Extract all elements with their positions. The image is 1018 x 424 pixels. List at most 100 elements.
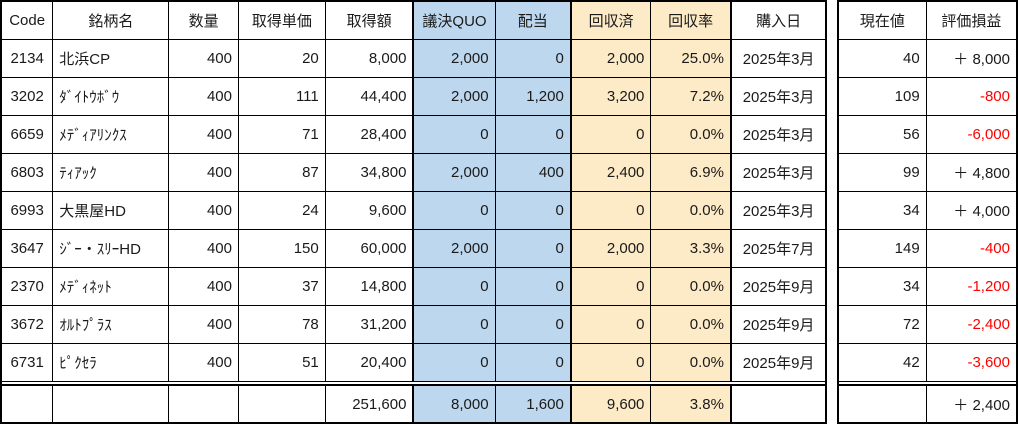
cell-quo[interactable]: 0 (412, 266, 496, 306)
cell-unit-price[interactable]: 150 (237, 228, 326, 268)
cell-purchase-date[interactable]: 2025年9月 (730, 304, 827, 344)
cell-quantity[interactable]: 400 (168, 304, 239, 344)
total-cell-recovery-rate[interactable]: 3.8% (650, 384, 732, 424)
cell-valuation-pl[interactable]: ＋ 8,000 (925, 38, 1018, 78)
cell-name[interactable]: ｵﾙﾄﾌﾟﾗｽ (52, 304, 170, 344)
cell-acquisition-amount[interactable]: 44,400 (324, 76, 414, 116)
cell-current-price[interactable]: 109 (837, 76, 927, 116)
cell-unit-price[interactable]: 111 (237, 76, 326, 116)
total-cell-current-price[interactable] (837, 384, 927, 424)
column-header-current-price[interactable]: 現在値 (837, 0, 927, 40)
cell-quantity[interactable]: 400 (168, 190, 239, 230)
cell-recovered[interactable]: 0 (569, 266, 652, 306)
cell-code[interactable]: 6993 (0, 190, 54, 230)
cell-quantity[interactable]: 400 (168, 114, 239, 154)
cell-current-price[interactable]: 34 (837, 266, 927, 306)
column-header-recovery-rate[interactable]: 回収率 (650, 0, 732, 40)
cell-valuation-pl[interactable]: -400 (925, 228, 1018, 268)
cell-code[interactable]: 2370 (0, 266, 54, 306)
column-header-purchase-date[interactable]: 購入日 (730, 0, 827, 40)
cell-quo[interactable]: 0 (412, 304, 496, 344)
cell-dividend[interactable]: 0 (494, 228, 572, 268)
cell-quo[interactable]: 2,000 (412, 76, 496, 116)
cell-current-price[interactable]: 72 (837, 304, 927, 344)
cell-acquisition-amount[interactable]: 9,600 (324, 190, 414, 230)
total-cell-name[interactable] (52, 384, 170, 424)
cell-code[interactable]: 6803 (0, 152, 54, 192)
cell-acquisition-amount[interactable]: 60,000 (324, 228, 414, 268)
cell-quo[interactable]: 0 (412, 114, 496, 154)
total-cell-dividend[interactable]: 1,600 (494, 384, 572, 424)
cell-dividend[interactable]: 0 (494, 190, 572, 230)
cell-valuation-pl[interactable]: ＋ 4,000 (925, 190, 1018, 230)
cell-current-price[interactable]: 40 (837, 38, 927, 78)
cell-name[interactable]: ﾒﾃﾞｨﾈｯﾄ (52, 266, 170, 306)
cell-name[interactable]: ﾋﾟｸｾﾗ (52, 342, 170, 382)
cell-dividend[interactable]: 0 (494, 114, 572, 154)
cell-purchase-date[interactable]: 2025年9月 (730, 266, 827, 306)
cell-quo[interactable]: 2,000 (412, 228, 496, 268)
cell-current-price[interactable]: 42 (837, 342, 927, 382)
cell-quantity[interactable]: 400 (168, 266, 239, 306)
cell-valuation-pl[interactable]: -2,400 (925, 304, 1018, 344)
column-header-unit-price[interactable]: 取得単価 (237, 0, 326, 40)
cell-name[interactable]: ｼﾞｰ・ｽﾘｰHD (52, 228, 170, 268)
cell-code[interactable]: 2134 (0, 38, 54, 78)
cell-code[interactable]: 6659 (0, 114, 54, 154)
cell-quantity[interactable]: 400 (168, 76, 239, 116)
total-cell-recovered[interactable]: 9,600 (569, 384, 652, 424)
cell-quantity[interactable]: 400 (168, 342, 239, 382)
cell-purchase-date[interactable]: 2025年3月 (730, 76, 827, 116)
cell-code[interactable]: 3202 (0, 76, 54, 116)
total-cell-code[interactable] (0, 384, 54, 424)
cell-acquisition-amount[interactable]: 31,200 (324, 304, 414, 344)
cell-unit-price[interactable]: 51 (237, 342, 326, 382)
cell-current-price[interactable]: 99 (837, 152, 927, 192)
cell-dividend[interactable]: 0 (494, 304, 572, 344)
cell-valuation-pl[interactable]: -6,000 (925, 114, 1018, 154)
total-cell-valuation-pl[interactable]: ＋ 2,400 (925, 384, 1018, 424)
column-header-code[interactable]: Code (0, 0, 54, 40)
cell-recovered[interactable]: 0 (569, 304, 652, 344)
cell-name[interactable]: ﾀﾞｲﾄｳﾎﾞｳ (52, 76, 170, 116)
cell-unit-price[interactable]: 87 (237, 152, 326, 192)
cell-recovered[interactable]: 3,200 (569, 76, 652, 116)
cell-quo[interactable]: 2,000 (412, 152, 496, 192)
cell-recovery-rate[interactable]: 6.9% (650, 152, 732, 192)
cell-quo[interactable]: 0 (412, 190, 496, 230)
cell-recovery-rate[interactable]: 0.0% (650, 190, 732, 230)
cell-quo[interactable]: 0 (412, 342, 496, 382)
cell-quo[interactable]: 2,000 (412, 38, 496, 78)
cell-unit-price[interactable]: 78 (237, 304, 326, 344)
total-cell-acquisition-amount[interactable]: 251,600 (324, 384, 414, 424)
cell-purchase-date[interactable]: 2025年3月 (730, 152, 827, 192)
column-header-name[interactable]: 銘柄名 (52, 0, 170, 40)
cell-code[interactable]: 3647 (0, 228, 54, 268)
cell-purchase-date[interactable]: 2025年3月 (730, 114, 827, 154)
column-header-recovered[interactable]: 回収済 (569, 0, 652, 40)
cell-recovery-rate[interactable]: 25.0% (650, 38, 732, 78)
cell-name[interactable]: ﾃｨｱｯｸ (52, 152, 170, 192)
cell-quantity[interactable]: 400 (168, 152, 239, 192)
total-cell-quo[interactable]: 8,000 (412, 384, 496, 424)
cell-quantity[interactable]: 400 (168, 228, 239, 268)
cell-valuation-pl[interactable]: -800 (925, 76, 1018, 116)
cell-current-price[interactable]: 149 (837, 228, 927, 268)
cell-recovery-rate[interactable]: 0.0% (650, 304, 732, 344)
column-header-valuation-pl[interactable]: 評価損益 (925, 0, 1018, 40)
cell-unit-price[interactable]: 37 (237, 266, 326, 306)
cell-purchase-date[interactable]: 2025年3月 (730, 38, 827, 78)
cell-recovery-rate[interactable]: 3.3% (650, 228, 732, 268)
cell-valuation-pl[interactable]: -1,200 (925, 266, 1018, 306)
cell-recovered[interactable]: 2,000 (569, 228, 652, 268)
column-header-amount[interactable]: 取得額 (324, 0, 414, 40)
cell-current-price[interactable]: 56 (837, 114, 927, 154)
cell-unit-price[interactable]: 24 (237, 190, 326, 230)
cell-recovered[interactable]: 0 (569, 190, 652, 230)
cell-unit-price[interactable]: 20 (237, 38, 326, 78)
cell-acquisition-amount[interactable]: 20,400 (324, 342, 414, 382)
cell-acquisition-amount[interactable]: 28,400 (324, 114, 414, 154)
cell-name[interactable]: 北浜CP (52, 38, 170, 78)
cell-recovered[interactable]: 0 (569, 342, 652, 382)
total-cell-quantity[interactable] (168, 384, 239, 424)
